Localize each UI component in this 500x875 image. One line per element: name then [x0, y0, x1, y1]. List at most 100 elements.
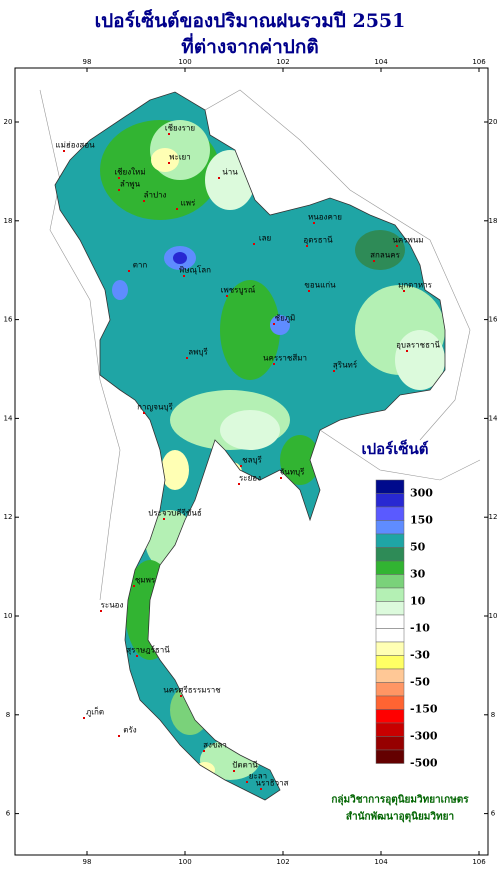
credit: สำนักพัฒนาอุตุนิยมวิทยา: [346, 811, 454, 823]
station: [308, 290, 310, 292]
place-label: เพชรบูรณ์: [221, 285, 256, 296]
place-label: เชียงใหม่: [114, 168, 145, 177]
legend-swatch: [375, 560, 405, 575]
station: [143, 412, 145, 414]
legend-swatch: [375, 493, 405, 508]
legend-swatch: [375, 587, 405, 602]
lat-tick-label: 8: [491, 711, 495, 719]
legend-label: -500: [410, 757, 438, 770]
legend-swatch: [375, 709, 405, 724]
legend-swatch: [375, 506, 405, 521]
place-label: สุรินทร์: [333, 360, 358, 370]
station: [333, 370, 335, 372]
place-label: ยะลา: [249, 772, 267, 781]
lat-tick-label: 20: [4, 118, 13, 126]
station: [203, 750, 205, 752]
lon-tick-label: 104: [374, 58, 388, 66]
station: [273, 363, 275, 365]
legend-swatch: [375, 601, 405, 616]
legend-swatch: [375, 479, 405, 494]
lat-tick-label: 14: [489, 414, 498, 422]
place-label: เลย: [259, 234, 271, 243]
place-label: ชลบุรี: [242, 456, 262, 465]
legend-label: 300: [410, 487, 433, 500]
station: [306, 245, 308, 247]
lat-tick-label: 10: [489, 612, 498, 620]
place-label: อุบลราชธานี: [396, 341, 440, 350]
legend-label: 150: [410, 514, 433, 527]
legend-swatch: [375, 574, 405, 589]
place-label: กาญจนบุรี: [137, 403, 173, 412]
station: [133, 585, 135, 587]
legend-swatch: [375, 736, 405, 751]
station: [218, 177, 220, 179]
lon-tick-label: 100: [178, 858, 191, 866]
legend-title: เปอร์เซ็นต์: [361, 439, 428, 458]
place-label: หนองคาย: [308, 213, 342, 222]
station: [403, 290, 405, 292]
title: ที่ต่างจากค่าปกติ: [181, 33, 318, 58]
legend-swatch: [375, 722, 405, 737]
station: [180, 695, 182, 697]
station: [143, 200, 145, 202]
place-label: ระนอง: [101, 601, 124, 610]
lat-tick-label: 12: [489, 513, 498, 521]
lat-tick-label: 20: [489, 118, 498, 126]
lon-tick-label: 98: [83, 858, 92, 866]
place-label: แพร่: [181, 199, 196, 208]
station: [63, 150, 65, 152]
legend-swatch: [375, 749, 405, 764]
lon-tick-label: 106: [472, 58, 486, 66]
station: [260, 788, 262, 790]
place-label: ลพบุรี: [188, 348, 208, 357]
place-label: ภูเก็ต: [86, 707, 104, 718]
station: [176, 208, 178, 210]
legend-swatch: [375, 614, 405, 629]
station: [136, 655, 138, 657]
station: [168, 133, 170, 135]
place-label: ปัตตานี: [232, 761, 258, 770]
lon-tick-label: 102: [276, 858, 289, 866]
legend-label: 50: [410, 541, 426, 554]
lon-tick-label: 102: [276, 58, 289, 66]
place-label: ตรัง: [123, 726, 136, 735]
place-label: มุกดาหาร: [398, 281, 433, 290]
place-label: ขอนแก่น: [304, 281, 336, 290]
station: [168, 162, 170, 164]
place-label: พะเยา: [169, 153, 190, 162]
place-label: พิษณุโลก: [179, 265, 211, 275]
lat-tick-label: 8: [6, 711, 10, 719]
legend-swatch: [375, 695, 405, 710]
place-label: อุดรธานี: [303, 236, 333, 245]
place-label: นครพนม: [392, 236, 423, 245]
station: [396, 245, 398, 247]
lon-tick-label: 100: [178, 58, 191, 66]
legend-label: -150: [410, 703, 438, 716]
legend-label: 10: [410, 595, 426, 608]
place-label: นครศรีธรรมราช: [163, 686, 221, 695]
place-label: นราธิวาส: [255, 779, 288, 788]
station: [100, 610, 102, 612]
legend-label: -300: [410, 730, 438, 743]
lat-tick-label: 16: [4, 316, 13, 324]
station: [238, 483, 240, 485]
lat-tick-label: 10: [4, 612, 13, 620]
station: [246, 781, 248, 783]
lat-tick-label: 14: [4, 414, 13, 422]
station: [183, 275, 185, 277]
place-label: ชุมพร: [135, 576, 156, 585]
place-label: ตาก: [133, 261, 148, 270]
lat-tick-label: 6: [491, 810, 496, 818]
legend-swatch: [375, 547, 405, 562]
legend-swatch: [375, 668, 405, 683]
legend-swatch: [375, 628, 405, 643]
lat-tick-label: 16: [489, 316, 498, 324]
station: [233, 770, 235, 772]
credit: กลุ่มวิชาการอุตุนิยมวิทยาเกษตร: [331, 794, 469, 806]
station: [118, 177, 120, 179]
legend-label: -10: [410, 622, 430, 635]
place-label: ระยอง: [239, 474, 261, 483]
legend-swatch: [375, 520, 405, 535]
place-label: สุราษฎร์ธานี: [126, 645, 170, 655]
